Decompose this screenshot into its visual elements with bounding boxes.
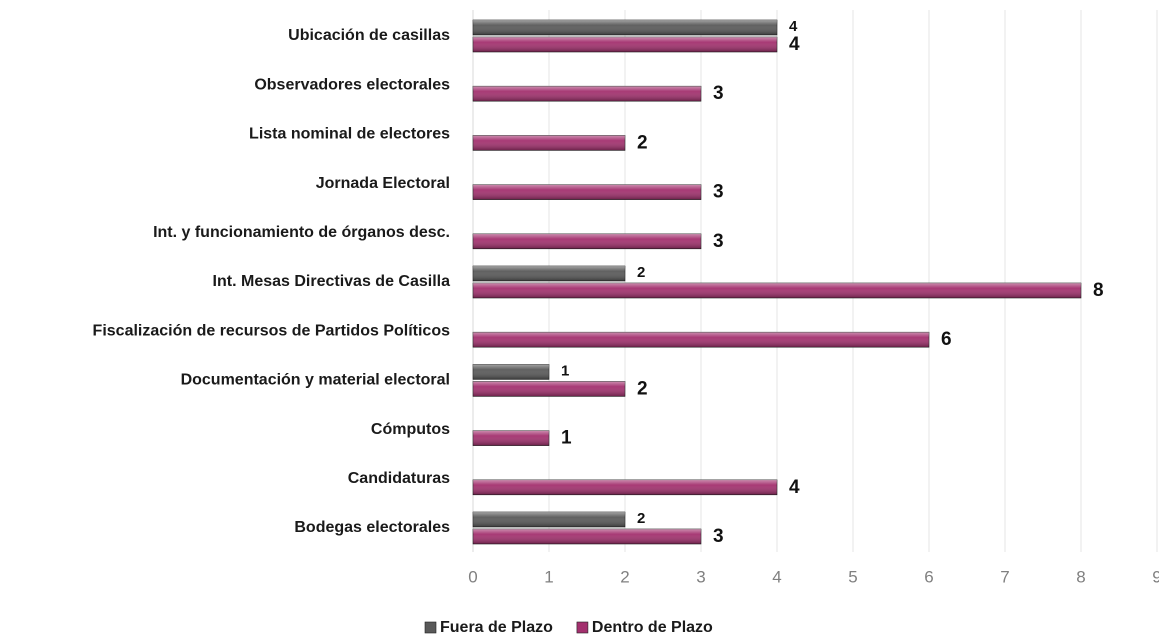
bar-shine xyxy=(473,364,549,380)
bar-shine xyxy=(473,86,701,102)
bar-shine xyxy=(473,20,777,35)
bar-shine xyxy=(473,381,625,397)
legend-label: Dentro de Plazo xyxy=(592,619,713,636)
x-tick-label: 2 xyxy=(620,567,629,586)
category-label: Bodegas electorales xyxy=(294,519,450,536)
value-label: 2 xyxy=(637,510,645,527)
category-label: Int. Mesas Directivas de Casilla xyxy=(213,273,451,290)
value-label: 2 xyxy=(637,378,648,399)
x-tick-label: 6 xyxy=(924,567,933,586)
category-label: Cómputos xyxy=(371,421,450,438)
category-label: Observadores electorales xyxy=(254,76,450,93)
value-label: 8 xyxy=(1093,280,1104,301)
category-label: Candidaturas xyxy=(348,470,450,487)
x-tick-label: 8 xyxy=(1076,567,1085,586)
legend-swatch xyxy=(424,621,437,634)
bar-shine xyxy=(473,529,701,544)
bar-shine xyxy=(473,135,625,151)
x-tick-label: 0 xyxy=(468,567,477,586)
category-label: Ubicación de casillas xyxy=(288,27,450,44)
bar-shine xyxy=(473,37,777,52)
value-label: 3 xyxy=(713,526,724,547)
value-label: 2 xyxy=(637,132,648,153)
x-tick-label: 5 xyxy=(848,567,857,586)
value-label: 3 xyxy=(713,231,724,252)
x-tick-label: 7 xyxy=(1000,567,1009,586)
legend-label: Fuera de Plazo xyxy=(440,619,553,636)
x-tick-label: 4 xyxy=(772,567,781,586)
category-label: Documentación y material electoral xyxy=(181,372,450,389)
category-label: Jornada Electoral xyxy=(316,175,450,192)
value-label: 4 xyxy=(789,34,800,55)
value-label: 2 xyxy=(637,264,645,281)
value-label: 4 xyxy=(789,477,800,498)
bar-shine xyxy=(473,512,625,527)
category-label: Int. y funcionamiento de órganos desc. xyxy=(153,224,450,241)
category-label: Lista nominal de electores xyxy=(249,126,450,143)
value-label: 4 xyxy=(789,18,798,35)
value-label: 1 xyxy=(561,428,572,449)
bar-shine xyxy=(473,283,1081,298)
bar-shine xyxy=(473,233,701,249)
category-label: Fiscalización de recursos de Partidos Po… xyxy=(93,322,451,339)
x-tick-label: 3 xyxy=(696,567,705,586)
x-tick-label: 9 xyxy=(1152,567,1159,586)
value-label: 1 xyxy=(561,362,569,379)
x-tick-label: 1 xyxy=(544,567,553,586)
value-label: 6 xyxy=(941,329,952,350)
value-label: 3 xyxy=(713,182,724,203)
bar-shine xyxy=(473,479,777,495)
bar-shine xyxy=(473,430,549,446)
legend-swatch xyxy=(576,621,589,634)
bar-shine xyxy=(473,266,625,281)
bar-shine xyxy=(473,332,929,348)
bar-shine xyxy=(473,184,701,200)
value-label: 3 xyxy=(713,83,724,104)
